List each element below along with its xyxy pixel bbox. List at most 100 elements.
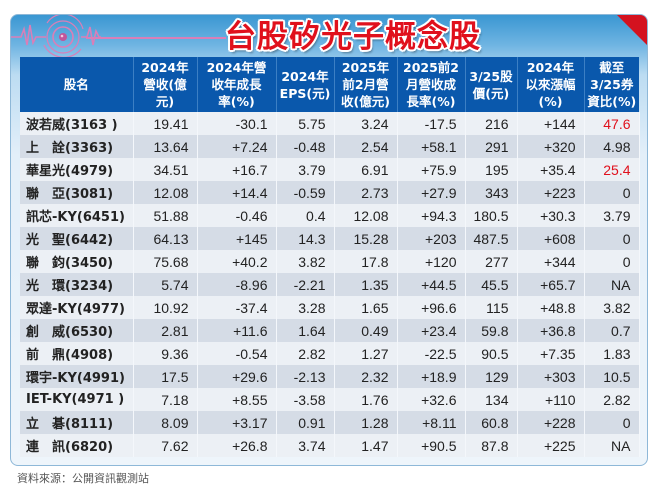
stock-name: 創 威(6530) <box>20 319 134 342</box>
column-header-line: 元) <box>155 94 175 109</box>
revenue-2025-feb: 1.35 <box>334 273 398 296</box>
infographic-panel: 台股矽光子概念股 股名 2024年 營收(億 元) 2024年營 收年成長 率(%) 2024… <box>10 14 648 466</box>
table-row: 前 鼎(4908) 9.36 -0.54 2.82 1.27 -22.5 90.5 +7.35… <box>20 342 640 365</box>
short-margin-ratio: 1.83 <box>584 342 640 365</box>
price-0325: 60.8 <box>465 411 518 434</box>
price-0325: 59.8 <box>465 319 518 342</box>
table-header-row: 股名 2024年 營收(億 元) 2024年營 收年成長 率(%) 2024年 EPS(元) 20… <box>20 57 639 112</box>
column-header-line: (%) <box>538 94 563 109</box>
column-header: 股名 <box>20 57 134 112</box>
short-margin-ratio: 0 <box>584 227 640 250</box>
revenue-2025-feb: 1.27 <box>334 342 398 365</box>
short-margin-ratio: 4.98 <box>584 135 640 158</box>
stock-name: 前 鼎(4908) <box>20 342 134 365</box>
eps-2024: 3.79 <box>276 158 335 181</box>
gain-since-2024: +608 <box>517 227 585 250</box>
column-header-line: 截至 <box>599 60 625 75</box>
short-margin-ratio: 3.82 <box>584 296 640 319</box>
price-0325: 487.5 <box>465 227 518 250</box>
revenue-growth-2024: +16.7 <box>197 158 277 181</box>
column-header-line: 2025前2 <box>403 60 459 75</box>
eps-2024: 0.91 <box>276 411 335 434</box>
column-header-line: 2024年 <box>281 68 329 84</box>
revenue-growth-2025-feb: -17.5 <box>397 112 466 135</box>
revenue-growth-2024: +29.6 <box>197 365 277 388</box>
table-row: IET-KY(4971 ) 7.18 +8.55 -3.58 1.76 +32.6 134 +… <box>20 388 640 411</box>
revenue-growth-2025-feb: +120 <box>397 250 466 273</box>
short-margin-ratio: 3.79 <box>584 204 640 227</box>
revenue-2024: 17.5 <box>133 365 198 388</box>
revenue-growth-2025-feb: +96.6 <box>397 296 466 319</box>
price-0325: 216 <box>465 112 518 135</box>
revenue-2025-feb: 6.91 <box>334 158 398 181</box>
revenue-growth-2025-feb: +27.9 <box>397 181 466 204</box>
gain-since-2024: +228 <box>517 411 585 434</box>
column-header: 2025年 前2月營 收(億元) <box>334 57 398 112</box>
table-row: 華星光(4979) 34.51 +16.7 3.79 6.91 +75.9 195 +35.4… <box>20 158 640 181</box>
revenue-growth-2024: +8.55 <box>197 388 277 411</box>
revenue-2024: 34.51 <box>133 158 198 181</box>
revenue-growth-2024: +40.2 <box>197 250 277 273</box>
gain-since-2024: +65.7 <box>517 273 585 296</box>
revenue-growth-2024: +145 <box>197 227 277 250</box>
short-margin-ratio: 47.6 <box>584 112 640 135</box>
revenue-2025-feb: 1.76 <box>334 388 398 411</box>
gain-since-2024: +35.4 <box>517 158 585 181</box>
column-header-line: 2025年 <box>341 60 390 75</box>
table-row: 聯 亞(3081) 12.08 +14.4 -0.59 2.73 +27.9 343 +223… <box>20 181 640 204</box>
table-row: 光 環(3234) 5.74 -8.96 -2.21 1.35 +44.5 45.5 +65.… <box>20 273 640 296</box>
revenue-growth-2024: -0.54 <box>197 342 277 365</box>
short-margin-ratio: NA <box>584 434 640 457</box>
gain-since-2024: +36.8 <box>517 319 585 342</box>
column-header: 2024年 營收(億 元) <box>133 57 198 112</box>
gain-since-2024: +144 <box>517 112 585 135</box>
revenue-growth-2024: +14.4 <box>197 181 277 204</box>
revenue-growth-2025-feb: +8.11 <box>397 411 466 434</box>
column-header-line: 收(億元) <box>341 94 390 109</box>
price-0325: 195 <box>465 158 518 181</box>
stock-name: 波若威(3163 ) <box>20 112 134 135</box>
revenue-2024: 5.74 <box>133 273 198 296</box>
stock-name: 連 訊(6820) <box>20 434 134 457</box>
revenue-2024: 2.81 <box>133 319 198 342</box>
column-header-line: EPS(元) <box>279 85 331 101</box>
revenue-2025-feb: 17.8 <box>334 250 398 273</box>
price-0325: 277 <box>465 250 518 273</box>
revenue-2025-feb: 1.28 <box>334 411 398 434</box>
column-header-line: 率(%) <box>218 94 255 109</box>
eps-2024: 5.75 <box>276 112 335 135</box>
table-row: 連 訊(6820) 7.62 +26.8 3.74 1.47 +90.5 87.8 +225 N… <box>20 434 640 457</box>
price-0325: 87.8 <box>465 434 518 457</box>
stock-name: IET-KY(4971 ) <box>20 388 134 411</box>
table-row: 環宇-KY(4991) 17.5 +29.6 -2.13 2.32 +18.9 129 +30… <box>20 365 640 388</box>
revenue-2025-feb: 1.65 <box>334 296 398 319</box>
revenue-growth-2024: -0.46 <box>197 204 277 227</box>
table-row: 眾達-KY(4977) 10.92 -37.4 3.28 1.65 +96.6 115 +48… <box>20 296 640 319</box>
column-header: 2024年營 收年成長 率(%) <box>197 57 277 112</box>
revenue-growth-2024: -30.1 <box>197 112 277 135</box>
revenue-growth-2025-feb: +94.3 <box>397 204 466 227</box>
eps-2024: 3.28 <box>276 296 335 319</box>
table-row: 立 碁(8111) 8.09 +3.17 0.91 1.28 +8.11 60.8 +228 0 <box>20 411 640 434</box>
column-header-line: 2024年 <box>141 60 189 75</box>
revenue-growth-2025-feb: +23.4 <box>397 319 466 342</box>
revenue-2024: 19.41 <box>133 112 198 135</box>
revenue-growth-2024: +7.24 <box>197 135 277 158</box>
revenue-2025-feb: 2.73 <box>334 181 398 204</box>
revenue-growth-2025-feb: +44.5 <box>397 273 466 296</box>
stock-name: 訊芯-KY(6451) <box>20 204 134 227</box>
stock-name: 聯 鈞(3450) <box>20 250 134 273</box>
table-row: 創 威(6530) 2.81 +11.6 1.64 0.49 +23.4 59.8 +36.8… <box>20 319 640 342</box>
price-0325: 115 <box>465 296 518 319</box>
price-0325: 90.5 <box>465 342 518 365</box>
table-row: 波若威(3163 ) 19.41 -30.1 5.75 3.24 -17.5 216 +144… <box>20 112 640 135</box>
revenue-2025-feb: 3.24 <box>334 112 398 135</box>
revenue-2024: 9.36 <box>133 342 198 365</box>
column-header-line: 3/25股 <box>469 68 513 84</box>
column-header-line: 2024年營 <box>206 60 267 75</box>
price-0325: 343 <box>465 181 518 204</box>
stock-table: 股名 2024年 營收(億 元) 2024年營 收年成長 率(%) 2024年 EPS(元) 20… <box>20 57 640 457</box>
column-header: 2025前2 月營收成 長率(%) <box>397 57 466 112</box>
revenue-2024: 64.13 <box>133 227 198 250</box>
eps-2024: -2.13 <box>276 365 335 388</box>
